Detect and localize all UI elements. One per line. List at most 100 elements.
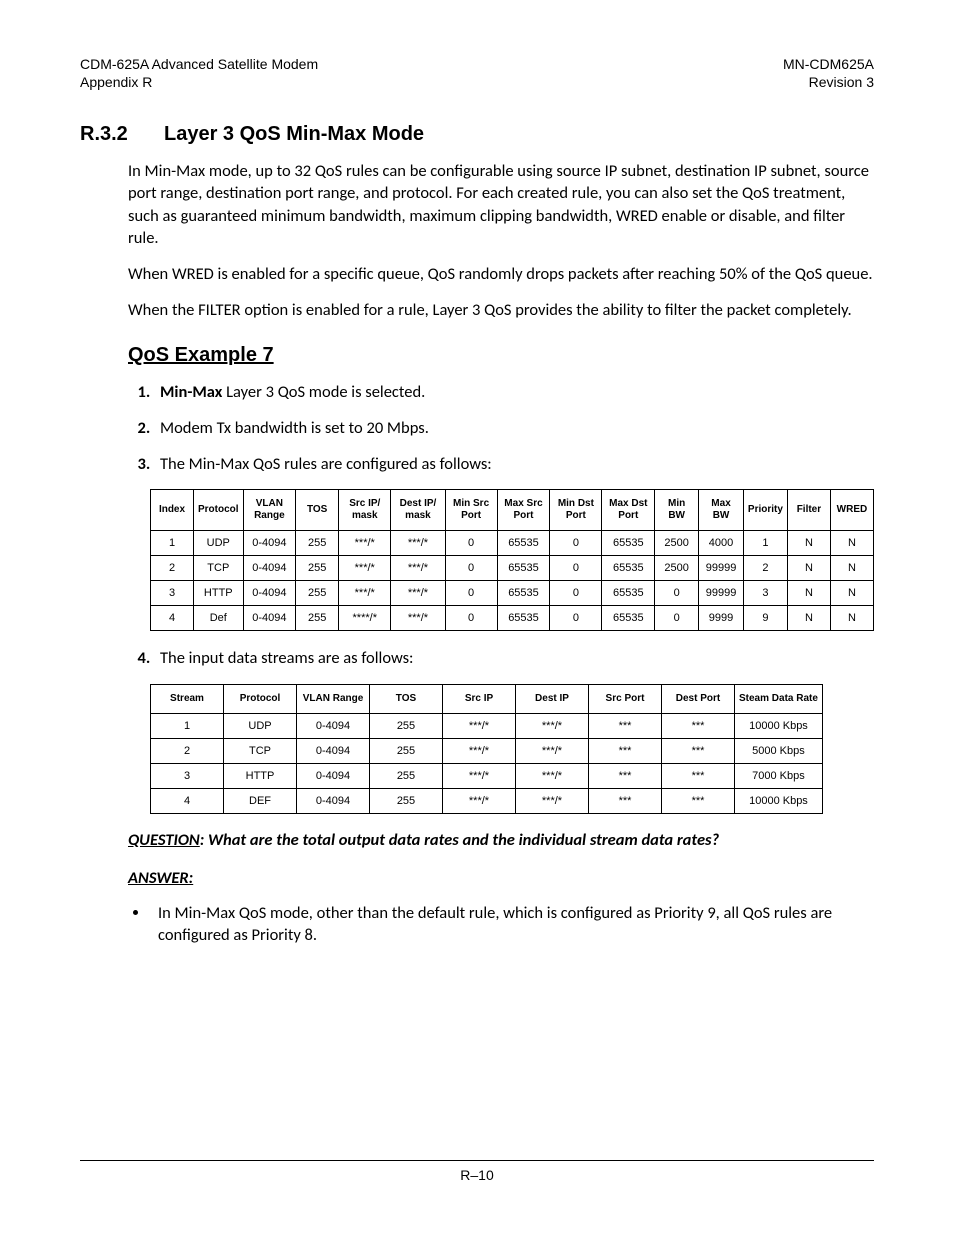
table-cell: N [830, 556, 873, 581]
table-cell: 255 [370, 788, 443, 813]
paragraph-1: In Min-Max mode, up to 32 QoS rules can … [128, 160, 874, 249]
table-cell: ***/* [339, 556, 391, 581]
numbered-list: Min-Max Layer 3 QoS mode is selected. Mo… [128, 381, 874, 476]
table-cell: 0 [550, 556, 602, 581]
table-header-row: Index Protocol VLAN Range TOS Src IP/ ma… [151, 490, 874, 531]
table-cell: ***/* [516, 713, 589, 738]
col-minsrc: Min Src Port [445, 490, 497, 531]
table-cell: 7000 Kbps [735, 763, 823, 788]
col-filter: Filter [787, 490, 830, 531]
col-srcip: Src IP/ mask [339, 490, 391, 531]
table-cell: 0 [445, 556, 497, 581]
col-maxsrc: Max Src Port [497, 490, 550, 531]
col-dstip: Dest IP/ mask [391, 490, 445, 531]
table-cell: 1 [743, 531, 787, 556]
table-cell: 4000 [699, 531, 744, 556]
table-cell: TCP [194, 556, 244, 581]
table-cell: *** [662, 738, 735, 763]
table-header-row: Stream Protocol VLAN Range TOS Src IP De… [151, 684, 823, 713]
table-cell: N [787, 531, 830, 556]
table-cell: 2 [151, 556, 194, 581]
list-item-1: Min-Max Layer 3 QoS mode is selected. [154, 381, 874, 403]
col-maxbw: Max BW [699, 490, 744, 531]
table-row: 4Def0-4094255****/****/*0655350655350999… [151, 606, 874, 631]
table-cell: *** [589, 738, 662, 763]
table-cell: 65535 [602, 556, 655, 581]
table-cell: *** [662, 763, 735, 788]
answer-bullet-1: In Min-Max QoS mode, other than the defa… [150, 902, 874, 947]
col-maxdst: Max Dst Port [602, 490, 655, 531]
table-cell: ***/* [443, 738, 516, 763]
table-cell: UDP [194, 531, 244, 556]
table-cell: 2500 [655, 531, 699, 556]
table-cell: 10000 Kbps [735, 713, 823, 738]
col-index: Index [151, 490, 194, 531]
page-header: CDM-625A Advanced Satellite Modem Append… [80, 56, 874, 91]
paragraph-3: When the FILTER option is enabled for a … [128, 299, 874, 321]
answer-label: ANSWER: [128, 868, 874, 888]
table-cell: 2500 [655, 556, 699, 581]
table-cell: 255 [370, 713, 443, 738]
table-cell: 65535 [602, 606, 655, 631]
table-cell: 0 [445, 606, 497, 631]
header-right-line2: Revision 3 [783, 74, 874, 92]
table-cell: 65535 [497, 556, 550, 581]
table-cell: 4 [151, 788, 224, 813]
table-cell: ***/* [443, 713, 516, 738]
table-cell: 255 [296, 606, 339, 631]
table-cell: 255 [296, 531, 339, 556]
table-cell: 3 [151, 581, 194, 606]
paragraph-2: When WRED is enabled for a specific queu… [128, 263, 874, 285]
col-stream: Stream [151, 684, 224, 713]
table-cell: N [830, 606, 873, 631]
table-cell: 0 [550, 581, 602, 606]
table-cell: ***/* [443, 763, 516, 788]
table-cell: Def [194, 606, 244, 631]
table-row: 2TCP0-4094255***/****/*06553506553525009… [151, 556, 874, 581]
col-priority: Priority [743, 490, 787, 531]
table-cell: 0-4094 [297, 788, 370, 813]
col-tos: TOS [370, 684, 443, 713]
table-cell: ***/* [339, 531, 391, 556]
table-cell: ***/* [391, 581, 445, 606]
table-cell: 3 [151, 763, 224, 788]
table-cell: 0 [445, 581, 497, 606]
table-cell: N [830, 531, 873, 556]
table-cell: 3 [743, 581, 787, 606]
section-number: R.3.2 [80, 123, 164, 146]
table-cell: 65535 [497, 581, 550, 606]
section-title: Layer 3 QoS Min-Max Mode [164, 123, 424, 145]
page-footer: R–10 [80, 1160, 874, 1183]
list-item-1-rest: Layer 3 QoS mode is selected. [222, 382, 425, 402]
table-cell: ****/* [339, 606, 391, 631]
table-cell: *** [662, 788, 735, 813]
table-cell: 0 [550, 606, 602, 631]
table-cell: *** [589, 788, 662, 813]
page-number: R–10 [460, 1167, 493, 1183]
table-row: 2TCP0-4094255***/****/*******5000 Kbps [151, 738, 823, 763]
table-cell: *** [589, 763, 662, 788]
table-cell: TCP [224, 738, 297, 763]
question-line: QUESTION: What are the total output data… [128, 830, 874, 850]
table-cell: N [787, 606, 830, 631]
example-heading: QoS Example 7 [128, 344, 874, 367]
qos-rules-tbody: 1UDP0-4094255***/****/*06553506553525004… [151, 531, 874, 631]
header-right-line1: MN-CDM625A [783, 56, 874, 74]
table-cell: 99999 [699, 581, 744, 606]
col-srcport: Src Port [589, 684, 662, 713]
header-left-line1: CDM-625A Advanced Satellite Modem [80, 56, 318, 74]
numbered-list-cont: The input data streams are as follows: [128, 647, 874, 669]
table-cell: 0 [655, 581, 699, 606]
table-cell: ***/* [516, 788, 589, 813]
table-cell: HTTP [194, 581, 244, 606]
table-cell: N [787, 581, 830, 606]
table-cell: 0-4094 [243, 581, 296, 606]
table-cell: 0 [550, 531, 602, 556]
table-cell: 65535 [497, 606, 550, 631]
question-label: QUESTION [128, 830, 200, 850]
col-srcip: Src IP [443, 684, 516, 713]
section-heading: R.3.2Layer 3 QoS Min-Max Mode [80, 123, 874, 146]
table-row: 1UDP0-4094255***/****/*******10000 Kbps [151, 713, 823, 738]
table-cell: N [830, 581, 873, 606]
list-item-4: The input data streams are as follows: [154, 647, 874, 669]
